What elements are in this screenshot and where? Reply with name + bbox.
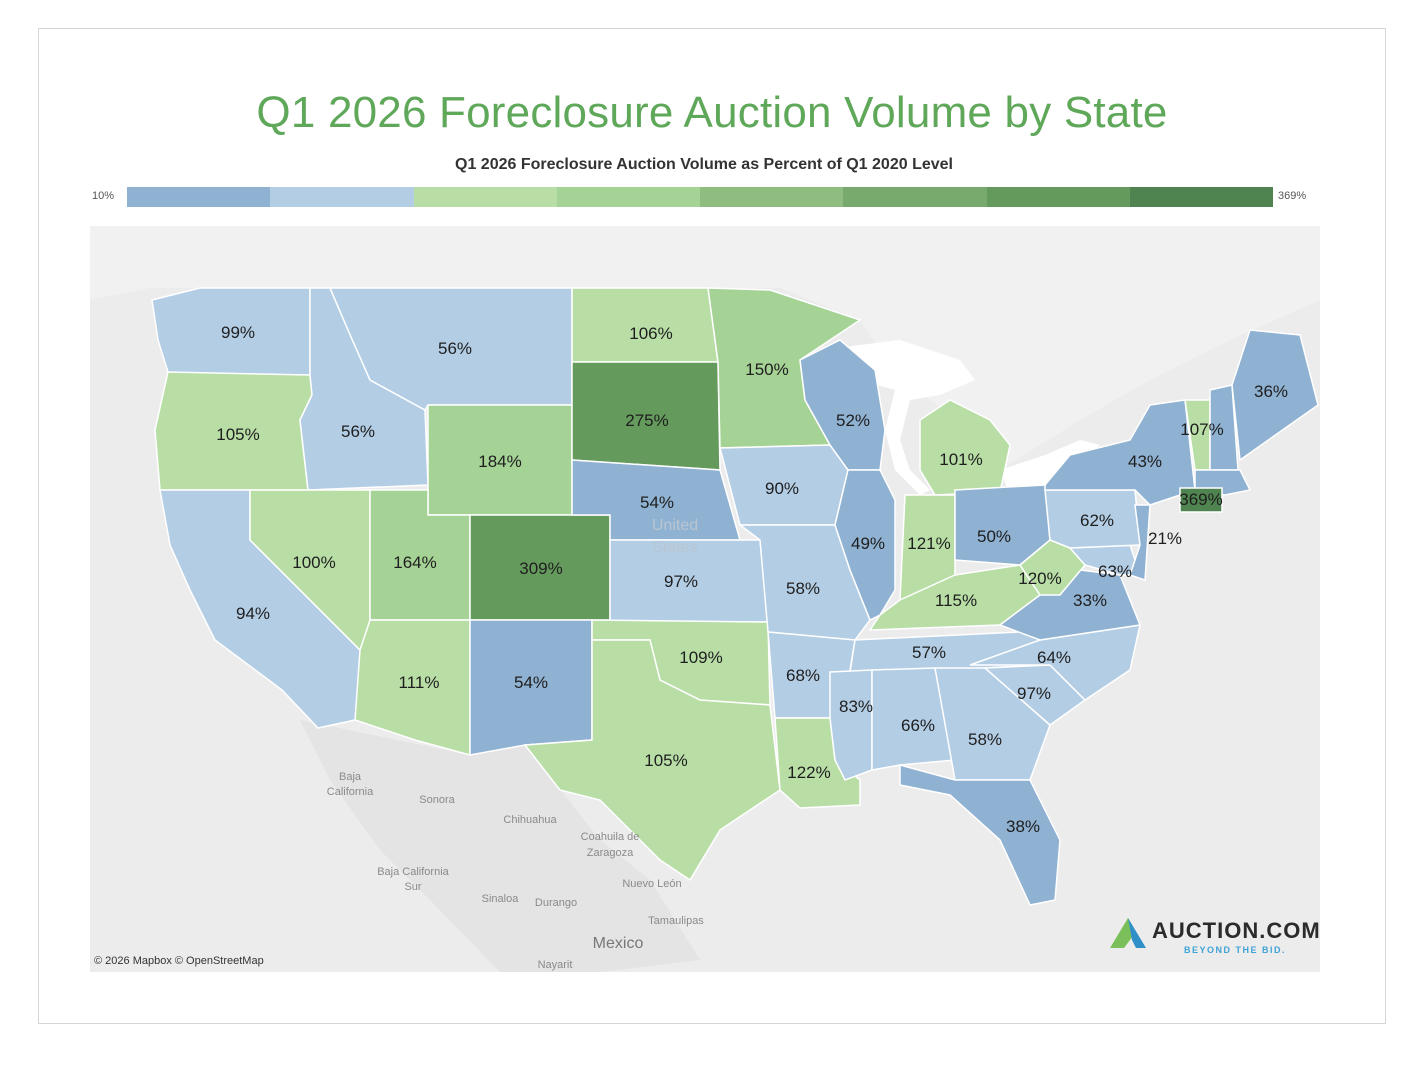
state-me [1231, 329, 1319, 462]
state-tx [523, 639, 781, 882]
value-label-oh: 50% [977, 527, 1011, 546]
legend-max-label: 369% [1278, 190, 1307, 202]
value-label-nj: 21% [1148, 529, 1182, 548]
country-label-united: United [652, 517, 698, 534]
legend-swatch [127, 187, 271, 207]
value-label-nv: 100% [292, 553, 335, 572]
value-label-id: 56% [341, 422, 375, 441]
value-label-sd: 275% [625, 411, 668, 430]
region-label: Durango [535, 897, 577, 909]
legend-swatch [556, 187, 700, 207]
legend-swatch [700, 187, 844, 207]
page-title: Q1 2026 Foreclosure Auction Volume by St… [256, 88, 1168, 137]
value-label-mn: 150% [745, 360, 788, 379]
value-label-la: 122% [787, 763, 830, 782]
region-label: California [327, 786, 374, 798]
region-label: Sonora [419, 794, 455, 806]
value-label-ar: 68% [786, 666, 820, 685]
state-nj [1129, 504, 1151, 582]
value-label-or: 105% [216, 425, 259, 444]
region-label: Baja [339, 771, 362, 783]
legend-min-label: 10% [92, 190, 115, 202]
value-label-wa: 99% [221, 323, 255, 342]
value-label-ct: 369% [1179, 490, 1222, 509]
region-label: Sinaloa [482, 893, 520, 905]
value-label-vt: 107% [1180, 420, 1223, 439]
value-label-ms: 83% [839, 697, 873, 716]
value-label-wy: 184% [478, 452, 521, 471]
value-label-mt: 56% [438, 339, 472, 358]
state-al [871, 667, 956, 771]
color-legend [127, 187, 1273, 207]
legend-swatch [986, 187, 1130, 207]
value-label-al: 66% [901, 716, 935, 735]
region-label: Coahuila de [581, 831, 640, 843]
value-label-wi: 52% [836, 411, 870, 430]
region-label: Baja California [377, 866, 449, 878]
value-label-ne: 54% [640, 493, 674, 512]
value-label-nd: 106% [629, 324, 672, 343]
state-ms [829, 669, 873, 781]
region-label: Chihuahua [503, 814, 557, 826]
legend-swatch [1129, 187, 1273, 207]
value-label-fl: 38% [1006, 817, 1040, 836]
value-label-ks: 97% [664, 572, 698, 591]
value-label-ia: 90% [765, 479, 799, 498]
value-label-tx: 105% [644, 751, 687, 770]
region-label: Nuevo León [622, 878, 681, 890]
value-label-me: 36% [1254, 382, 1288, 401]
mexico-land [300, 720, 700, 972]
state-ct [1179, 487, 1223, 513]
legend-swatch [843, 187, 987, 207]
value-label-in: 121% [907, 534, 950, 553]
value-label-nm: 54% [514, 673, 548, 692]
auction-logo: AUCTION.COM BEYOND THE BID. [1104, 912, 1324, 962]
logo-name: AUCTION.COM [1152, 918, 1321, 943]
logo-tagline: BEYOND THE BID. [1184, 945, 1287, 955]
value-label-ny: 43% [1128, 452, 1162, 471]
value-label-mi: 101% [939, 450, 982, 469]
legend-title: Q1 2026 Foreclosure Auction Volume as Pe… [455, 156, 953, 173]
country-label-states: States [652, 539, 697, 556]
auction-logo-icon [1110, 918, 1146, 948]
map-credit[interactable]: © 2026 Mapbox © OpenStreetMap [94, 955, 264, 967]
legend-swatch [270, 187, 414, 207]
state-ny [1044, 399, 1196, 506]
state-ga [934, 667, 1051, 781]
value-label-pa: 62% [1080, 511, 1114, 530]
value-label-ca: 94% [236, 604, 270, 623]
choropleth-map[interactable]: United States Mexico Baja California Son… [90, 226, 1320, 972]
value-label-md: 63% [1098, 562, 1132, 581]
value-label-ut: 164% [393, 553, 436, 572]
value-label-mo: 58% [786, 579, 820, 598]
value-label-co: 309% [519, 559, 562, 578]
value-label-ga: 58% [968, 730, 1002, 749]
value-label-nc: 64% [1037, 648, 1071, 667]
value-label-ky: 115% [935, 591, 977, 610]
value-label-va: 33% [1073, 591, 1107, 610]
value-label-sc: 97% [1017, 684, 1051, 703]
region-label: Tamaulipas [648, 915, 704, 927]
legend-swatch [413, 187, 557, 207]
value-label-az: 111% [399, 673, 440, 692]
region-label: Sur [404, 881, 421, 893]
geo-labels: United States Mexico Baja California Son… [327, 517, 705, 971]
value-label-ok: 109% [679, 648, 722, 667]
region-label: Nayarit [538, 959, 573, 971]
country-label-mexico: Mexico [593, 935, 644, 952]
region-label: Zaragoza [587, 847, 634, 859]
state-mi [919, 399, 1011, 496]
canada-land [90, 226, 1320, 470]
state-fl [899, 764, 1061, 906]
state-value-labels: 99% 105% 94% 56% 100% 56% 184% 164% 111%… [216, 323, 1288, 836]
states-layer[interactable] [151, 287, 1319, 906]
value-label-il: 49% [851, 534, 885, 553]
value-label-wv: 120% [1018, 569, 1061, 588]
value-label-tn: 57% [912, 643, 946, 662]
